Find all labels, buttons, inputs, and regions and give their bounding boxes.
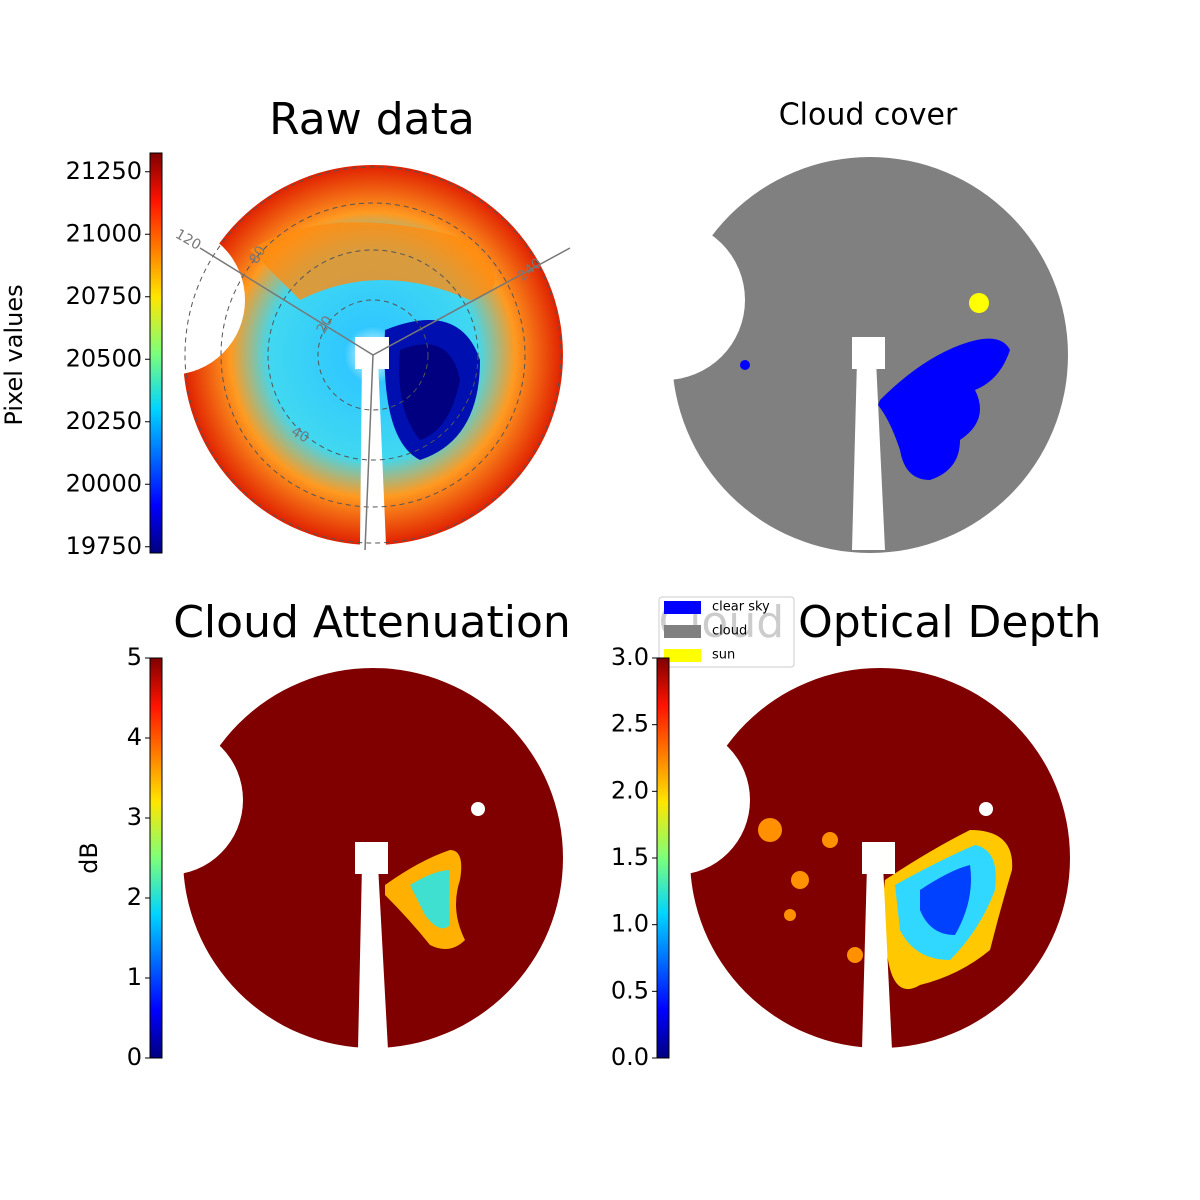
colorbar-tick-label: 3.0 [611,643,649,671]
colorbar-tick-label: 2 [127,883,142,911]
colorbar [149,152,163,554]
panel-title: Cloud Attenuation [173,597,571,648]
colorbar-tick-label: 20500 [66,344,142,372]
colorbar-tick-label: 3 [127,803,142,831]
colorbar-tick-label: 20000 [66,469,142,497]
colorbar-tick-label: 1 [127,963,142,991]
polar-label: 40 [288,424,311,447]
colorbar-tick-label: 2.5 [611,710,649,738]
panel-title: Cloud cover [779,98,958,133]
colorbar-tick-label: 20750 [66,282,142,310]
colorbar-tick-label: 19750 [66,532,142,560]
colorbar-tick-label: 2.0 [611,776,649,804]
legend-label: sun [712,648,735,663]
attenuation-image [93,668,563,1050]
legend-label: cloud [712,624,747,639]
legend-swatch [664,649,701,662]
colorbar-tick-label: 1.5 [611,843,649,871]
colorbar-label: dB [75,842,103,874]
colorbar-tick-label: 21000 [66,219,142,247]
colorbar-tick-label: 5 [127,643,142,671]
colorbar-tick-label: 4 [127,723,142,751]
colorbar-tick-label: 0.0 [611,1043,649,1071]
polar-label: 20 [314,313,337,336]
colorbar-tick-label: 0.5 [611,976,649,1004]
colorbar-tick-label: 0 [127,1043,142,1071]
optical-depth-image [600,668,1070,1050]
legend-swatch [664,625,701,638]
polar-label: 80 [247,243,270,266]
colorbar [149,657,163,1059]
panel-title: Raw data [269,94,475,145]
raw-image [95,165,571,551]
colorbar-tick-label: 21250 [66,157,142,185]
legend-swatch [664,601,701,614]
colorbar-tick-label: 1.0 [611,910,649,938]
colorbar-tick-label: 20250 [66,407,142,435]
colorbar [656,657,670,1059]
cloud-cover-image [585,157,1068,553]
legend-label: clear sky [712,600,770,615]
legend: clear sky cloud sun [658,596,795,668]
colorbar-label: Pixel values [0,284,28,425]
